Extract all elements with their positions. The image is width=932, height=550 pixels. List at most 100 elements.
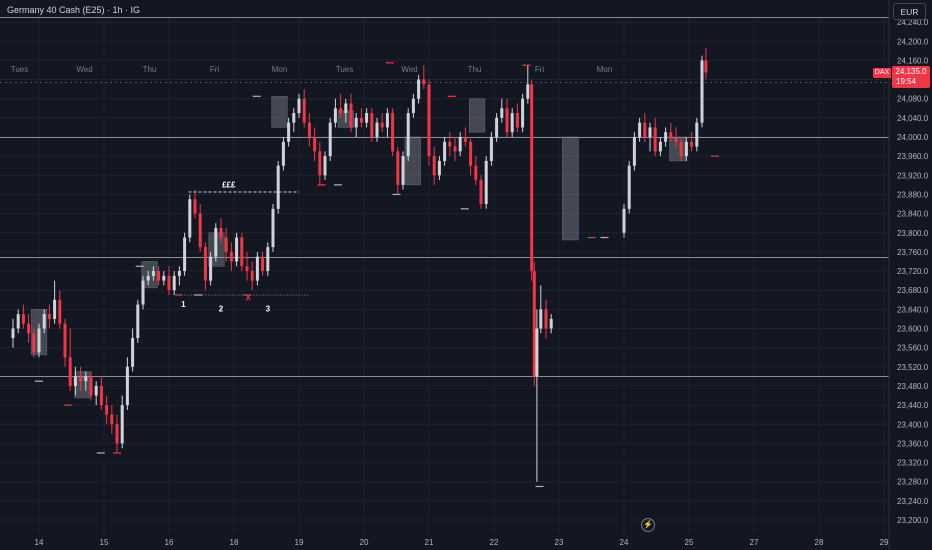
candle-body [539,309,543,329]
price-tick-label: 23,520.0 [897,363,929,372]
lightning-icon[interactable]: ⚡ [641,518,655,532]
candle-body [443,141,447,161]
candle-body [406,113,410,157]
price-tick-label: 24,200.0 [897,37,929,46]
symbol-title[interactable]: Germany 40 Cash (E25) · 1h · IG [7,5,141,15]
candle-body [151,271,155,276]
candle-body [68,357,72,386]
candle-body [266,247,270,272]
candle-body [422,79,426,85]
range-box [669,136,687,162]
price-tick-label: 23,760.0 [897,248,929,257]
price-tick-label: 23,880.0 [897,190,929,199]
date-tick-label: 19 [295,538,304,547]
candle-body [193,199,197,214]
range-box [561,136,579,241]
price-tick-label: 24,160.0 [897,56,929,65]
candle-body [411,98,415,114]
candle-body [125,366,129,406]
candle-body [349,103,353,128]
price-tick-label: 24,080.0 [897,95,929,104]
candle-body [500,108,504,118]
candle-body [292,113,296,123]
range-box [468,98,486,133]
candle-body [474,165,478,181]
currency-button[interactable]: EUR [893,3,926,20]
date-tick-label: 22 [490,538,499,547]
candle-body [287,122,291,142]
weekday-label: Fri [210,65,220,74]
range-box [271,96,288,128]
candle-body [198,213,202,248]
candle-body [515,113,519,128]
candle-body [53,299,57,319]
candle-body [37,328,41,353]
date-tick-label: 25 [685,538,694,547]
candle-body [684,141,688,157]
weekday-label: Mon [597,65,613,74]
candle-body [627,165,631,209]
candle-body [157,271,161,281]
candle-body [16,314,20,329]
candle-body [484,160,488,205]
candle-body [183,237,187,272]
horizontal-levels [0,17,889,377]
candle-body [240,237,244,267]
candle-body [32,333,36,353]
price-tick-label: 23,680.0 [897,286,929,295]
annotation-label: 3 [266,305,271,314]
candle-body [453,146,457,152]
candle-body [380,122,384,128]
time-axis[interactable]: 141516181920212223242527282930Jun [35,538,932,547]
annotation-label: £££ [222,180,236,189]
candle-body [674,137,678,142]
candle-body [302,98,306,123]
candle-body [79,376,83,382]
candle-body [11,328,15,339]
date-tick-label: 24 [620,538,629,547]
candle-body [370,113,374,137]
candle-body [141,280,145,305]
candle-body [99,385,103,406]
weekday-label: Thu [468,65,482,74]
price-tick-label: 23,560.0 [897,344,929,353]
price-tick-label: 24,040.0 [897,114,929,123]
candle-body [417,79,421,99]
candle-body [63,323,67,358]
candle-body [261,256,265,272]
candle-body [214,227,218,257]
weekday-label: Wed [76,65,92,74]
weekday-label: Thu [143,65,157,74]
candle-body [281,141,285,166]
price-tick-label: 23,960.0 [897,152,929,161]
price-tick-label: 24,000.0 [897,133,929,142]
candle-body [188,199,192,238]
candle-body [544,309,548,329]
candle-body [401,156,405,185]
price-badge: 24,135.0 19:54 [892,66,930,88]
candle-body [535,328,539,377]
price-axis[interactable]: 24,240.024,200.024,160.024,120.024,080.0… [897,18,929,525]
candle-body [658,141,662,152]
candle-body [530,84,534,272]
price-tick-label: 23,720.0 [897,267,929,276]
price-tick-label: 23,800.0 [897,229,929,238]
candle-body [162,275,166,281]
date-tick-label: 16 [165,538,174,547]
price-badge-ticker: DAX [873,68,891,78]
candle-body [318,151,322,176]
candle-body [235,237,239,262]
candle-body [219,227,223,238]
candle-body [131,338,135,367]
candle-body [396,151,400,185]
price-tick-label: 23,840.0 [897,210,929,219]
candle-body [679,141,683,157]
candle-body [521,98,525,128]
candle-body [510,113,514,133]
candle-body [391,113,395,152]
candle-body [333,108,337,123]
date-tick-label: 18 [230,538,239,547]
annotation-label: X [246,294,252,303]
candle-body [344,103,348,114]
